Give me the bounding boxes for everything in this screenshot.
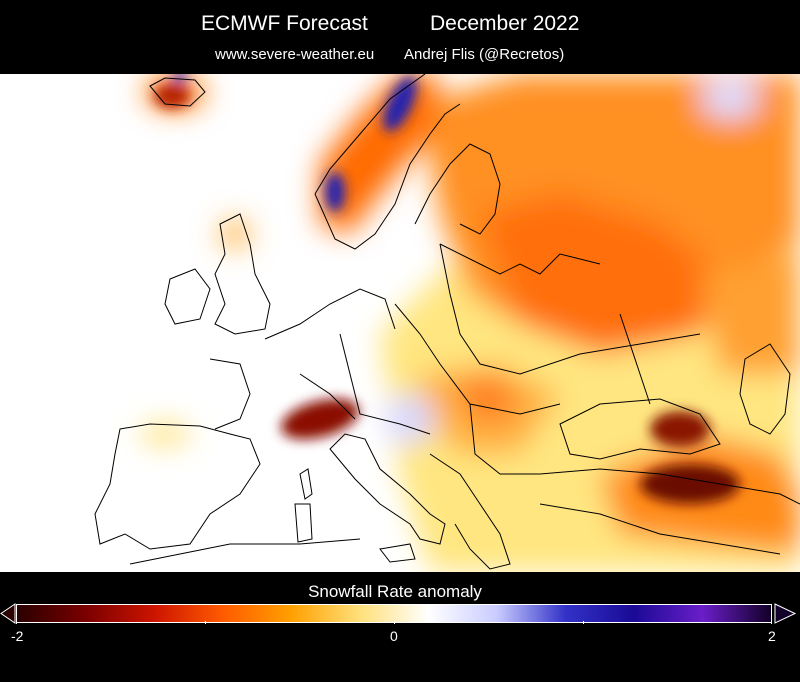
header: ECMWF Forecast December 2022 www.severe-… — [0, 0, 800, 74]
colorbar-max-arrow — [774, 603, 797, 624]
colorbar-max-label: 2 — [768, 628, 776, 644]
colorbar-min-label: -2 — [11, 628, 24, 644]
colorbar-mid-label: 0 — [390, 628, 398, 644]
legend-panel: Snowfall Rate anomaly -2 0 2 — [0, 572, 800, 682]
anomaly-map — [0, 74, 800, 572]
forecast-period: December 2022 — [430, 12, 580, 35]
colorbar-tick — [205, 621, 206, 624]
anomaly-core — [154, 74, 740, 504]
coastlines — [94, 74, 800, 570]
map-title: ECMWF Forecast — [201, 12, 368, 35]
europe-map-graphic — [94, 74, 800, 572]
legend-title: Snowfall Rate anomaly — [308, 582, 482, 601]
colorbar-tick-max — [771, 621, 772, 624]
colorbar-tick — [583, 621, 584, 624]
colorbar-tick-min — [16, 621, 17, 624]
colorbar-min-arrow — [0, 603, 16, 624]
iceland-outline — [149, 77, 206, 107]
colorbar-tick-mid — [394, 621, 395, 624]
author-credit: Andrej Flis (@Recretos) — [404, 46, 565, 63]
source-website: www.severe-weather.eu — [215, 46, 375, 63]
